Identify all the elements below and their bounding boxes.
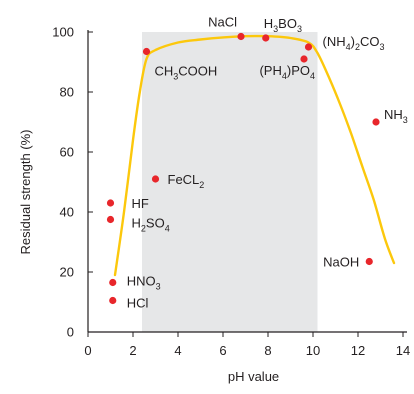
x-tick-label: 6 <box>219 343 226 358</box>
x-tick-label: 12 <box>351 343 365 358</box>
data-point <box>262 34 270 42</box>
data-point-label: HCl <box>127 296 149 311</box>
y-tick-label: 20 <box>60 265 74 280</box>
y-tick-label: 80 <box>60 85 74 100</box>
data-point-label: NH3​ <box>384 107 408 125</box>
data-point-labels: NaCl H3​BO3​ (NH4​)2​CO3​ CH3​COOH (PH4​)PO4… <box>127 15 408 311</box>
data-point-label: HF <box>132 196 149 211</box>
x-tick-label: 2 <box>129 343 136 358</box>
data-points <box>106 32 380 305</box>
data-point <box>106 215 115 224</box>
data-point-label: (PH4​)PO4​ <box>259 63 315 81</box>
data-point <box>300 55 308 63</box>
y-tick-label: 100 <box>52 25 74 40</box>
x-tick-label: 4 <box>174 343 181 358</box>
data-point-label: (NH4​)2​CO3​ <box>323 34 385 52</box>
data-point-label: NaOH <box>323 255 359 270</box>
y-tick-label: 60 <box>60 145 74 160</box>
x-tick-label: 0 <box>84 343 91 358</box>
data-point <box>106 199 115 207</box>
x-axis-label: pH value <box>228 369 279 384</box>
data-point <box>109 278 117 287</box>
data-point <box>109 296 117 305</box>
data-point <box>237 32 245 41</box>
data-point <box>304 43 313 51</box>
y-tick-label: 40 <box>60 205 74 220</box>
data-point <box>151 175 160 183</box>
y-tick-label: 0 <box>67 325 74 340</box>
data-point-label: H2​SO4​ <box>132 216 170 234</box>
data-point-label: H3​BO3​ <box>264 16 302 34</box>
data-point-label: FeCL2​ <box>168 172 205 190</box>
data-point-label: CH3​COOH <box>155 64 218 82</box>
x-tick-label: 8 <box>264 343 271 358</box>
x-tick-label: 14 <box>396 343 410 358</box>
x-tick-label: 10 <box>306 343 320 358</box>
data-point-label: NaCl <box>208 15 237 30</box>
y-axis-ticks: 0 20 40 60 80 100 <box>52 25 93 340</box>
y-axis-label: Residual strength (%) <box>18 130 33 255</box>
data-point-label: HNO3​ <box>127 274 161 292</box>
x-axis-ticks: 0 2 4 6 8 10 12 14 <box>84 332 410 358</box>
neutral-ph-shaded-region <box>142 32 318 332</box>
data-point <box>372 118 380 126</box>
data-point <box>142 47 151 56</box>
data-point <box>365 257 373 266</box>
